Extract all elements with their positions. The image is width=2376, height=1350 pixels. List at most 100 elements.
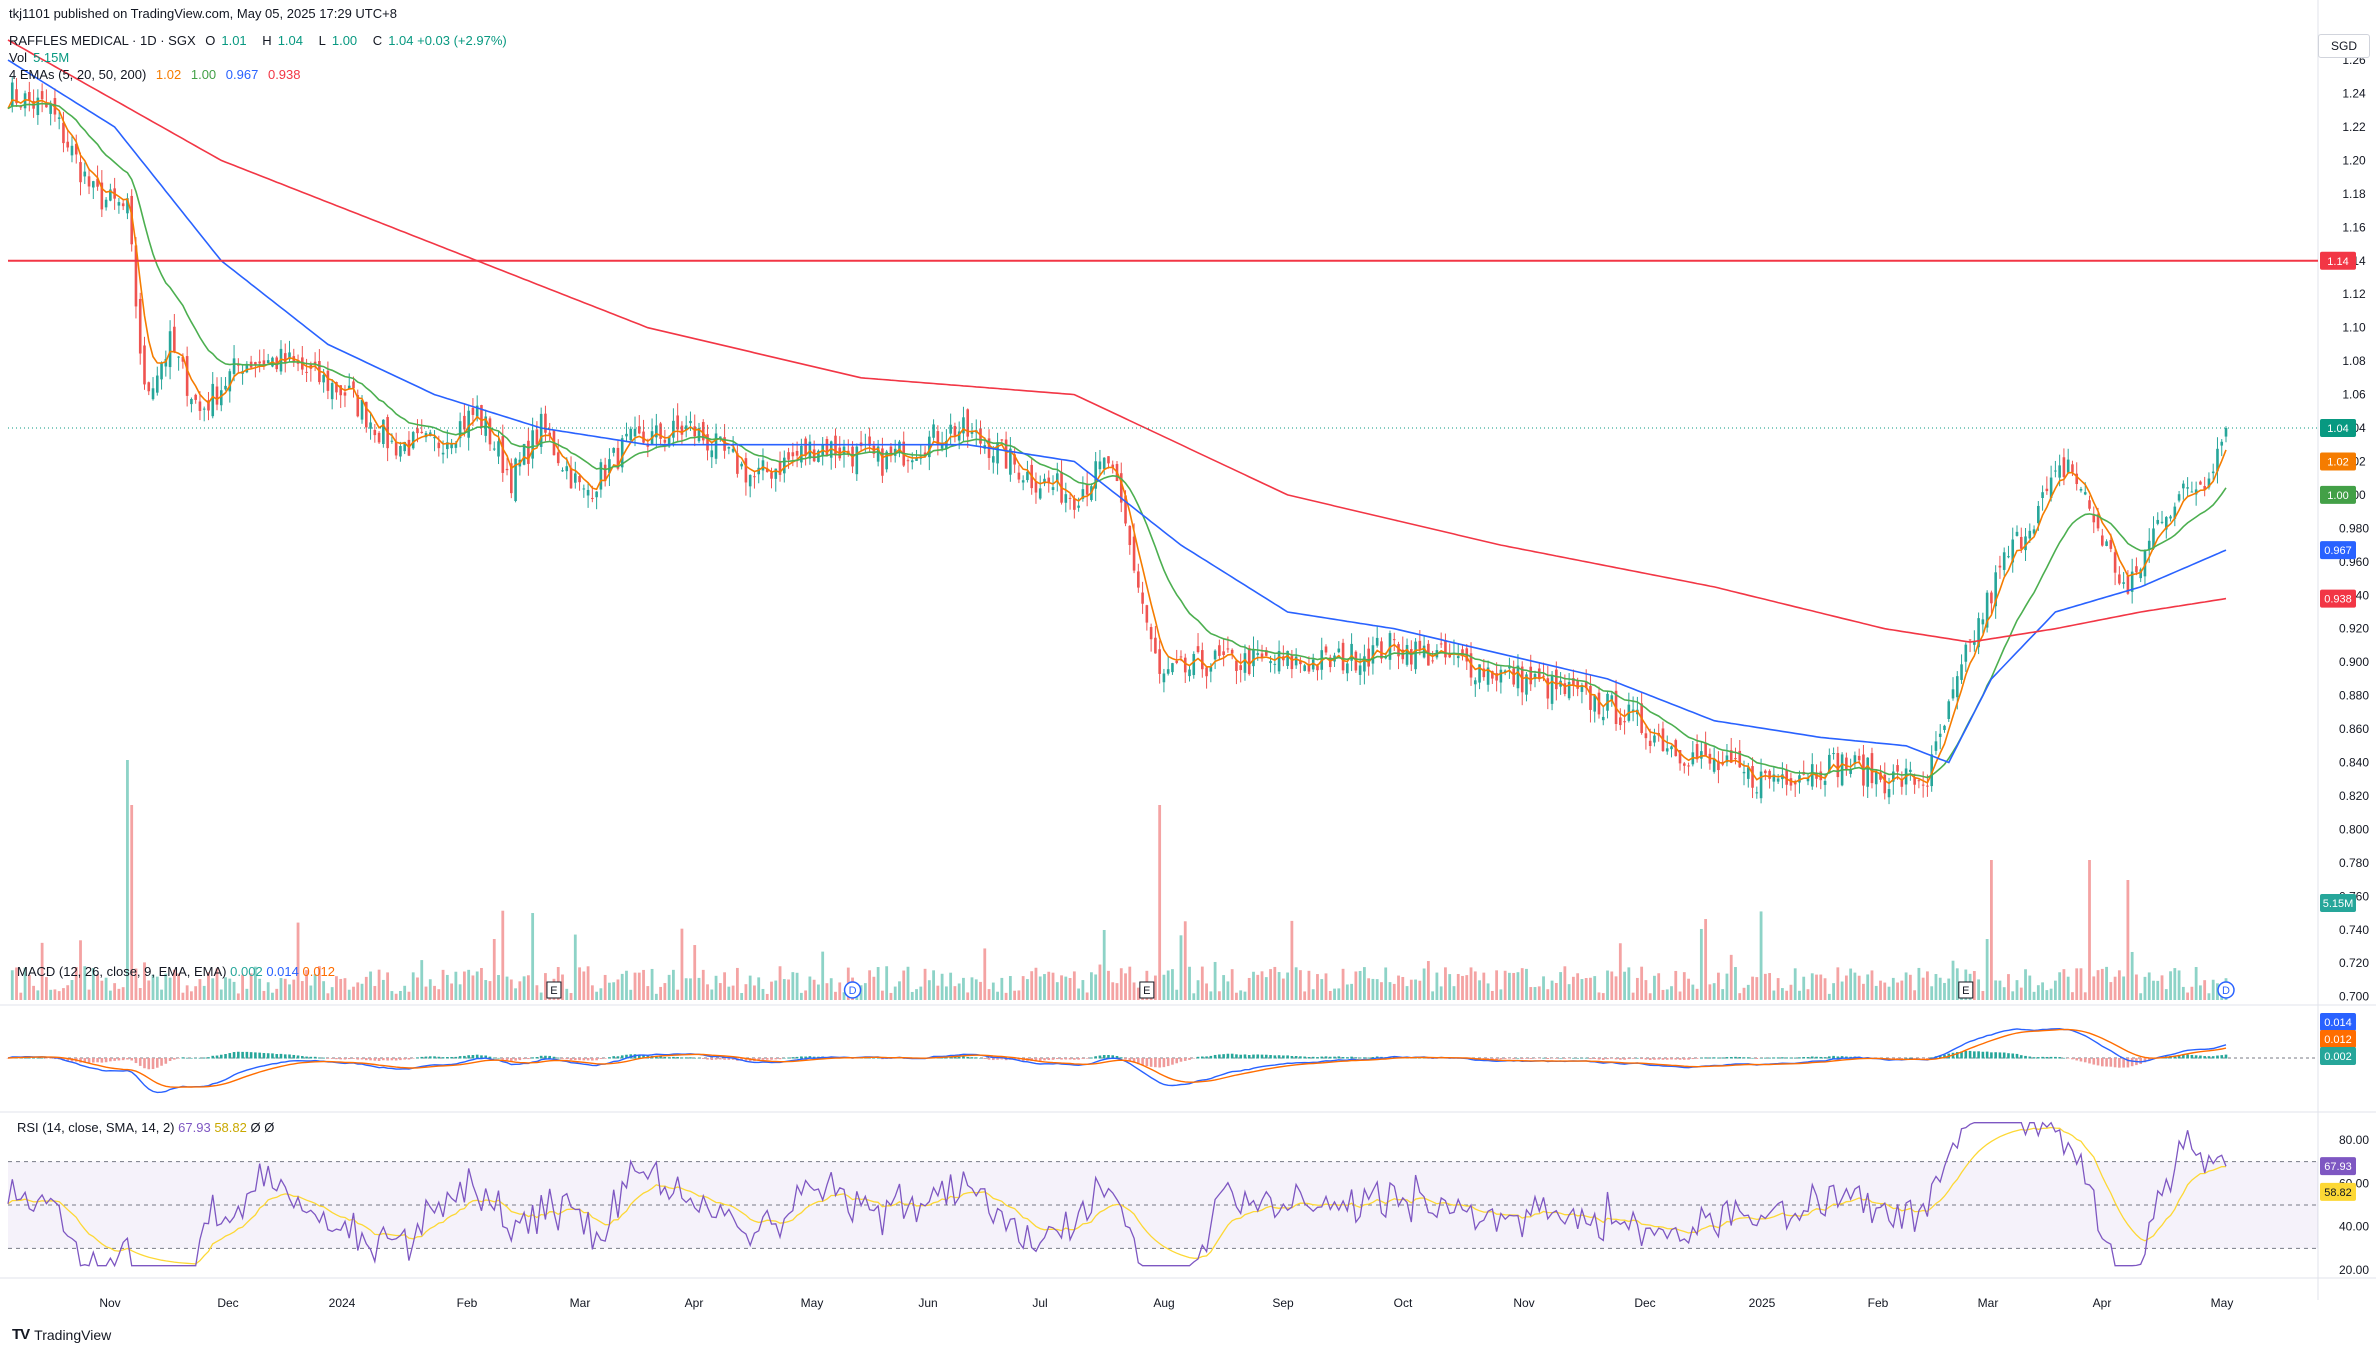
candle-body bbox=[591, 497, 594, 499]
candle-body bbox=[377, 432, 381, 443]
volume-bar bbox=[10, 970, 14, 1000]
volume-bar bbox=[1567, 984, 1571, 1000]
macd-histogram-bar bbox=[1550, 1058, 1554, 1059]
volume-bar bbox=[1738, 993, 1742, 1000]
macd-histogram-bar bbox=[40, 1057, 44, 1059]
volume-bar bbox=[2126, 880, 2130, 1000]
candle-body bbox=[812, 449, 816, 462]
macd-histogram-bar bbox=[237, 1051, 240, 1059]
volume-bar bbox=[1047, 971, 1051, 1000]
candle-body bbox=[215, 386, 219, 405]
volume-bar bbox=[573, 934, 577, 1000]
volume-bar bbox=[1115, 983, 1119, 1000]
volume-bar bbox=[1013, 990, 1017, 1000]
volume-bar bbox=[2015, 980, 2019, 1000]
candle-body bbox=[736, 453, 739, 474]
candle-body bbox=[586, 489, 590, 496]
candle-body bbox=[1772, 774, 1776, 782]
volume-bar bbox=[2079, 968, 2083, 1000]
volume-bar bbox=[1589, 977, 1592, 1000]
candle-body bbox=[458, 421, 462, 439]
macd-histogram-bar bbox=[1516, 1057, 1520, 1059]
candle-body bbox=[1934, 741, 1938, 751]
candle-body bbox=[1469, 653, 1473, 678]
candle-body bbox=[689, 420, 692, 424]
volume-bar bbox=[1401, 976, 1405, 1000]
candle-body bbox=[28, 91, 31, 101]
candle-body bbox=[710, 450, 714, 458]
candle-body bbox=[548, 432, 552, 436]
macd-histogram-bar bbox=[2019, 1055, 2023, 1059]
volume-value: 5.15M bbox=[33, 50, 70, 65]
candle-body bbox=[544, 413, 547, 433]
macd-histogram-bar bbox=[1798, 1057, 1801, 1059]
macd-histogram-bar bbox=[1981, 1051, 1985, 1059]
time-axis-label: May bbox=[2211, 1296, 2234, 1310]
macd-histogram-bar bbox=[2002, 1052, 2006, 1059]
earnings-marker-label: E bbox=[550, 985, 557, 997]
macd-histogram-bar bbox=[1260, 1054, 1264, 1059]
volume-bar bbox=[1657, 973, 1661, 1000]
volume-bar bbox=[70, 979, 74, 1000]
macd-histogram-bar bbox=[1589, 1058, 1592, 1060]
price-tick-label: 0.700 bbox=[2339, 990, 2369, 1004]
volume-bar bbox=[1175, 989, 1179, 1000]
candle-body bbox=[2177, 494, 2181, 501]
volume-bar bbox=[1584, 978, 1588, 1000]
volume-bar bbox=[795, 972, 799, 1000]
volume-bar bbox=[654, 993, 658, 1000]
volume-bar bbox=[2190, 986, 2194, 1000]
volume-bar bbox=[492, 938, 496, 1000]
volume-bar bbox=[1597, 992, 1601, 1000]
candle-body bbox=[190, 398, 193, 405]
macd-histogram-bar bbox=[1055, 1058, 1059, 1060]
macd-histogram-bar bbox=[2011, 1053, 2015, 1059]
volume-bar bbox=[1985, 939, 1989, 1000]
candle-body bbox=[364, 401, 368, 428]
volume-bar bbox=[1508, 972, 1511, 1000]
price-tick-label: 0.840 bbox=[2339, 756, 2369, 770]
volume-bar bbox=[2139, 993, 2143, 1000]
volume-bar bbox=[1269, 969, 1272, 1000]
volume-bar bbox=[309, 985, 313, 1000]
volume-bar bbox=[991, 982, 995, 1000]
candle-body bbox=[680, 425, 684, 435]
macd-histogram-bar bbox=[2066, 1058, 2070, 1059]
volume-bar bbox=[462, 971, 466, 1000]
macd-histogram-bar bbox=[1968, 1050, 1972, 1059]
candle-body bbox=[1943, 725, 1946, 731]
currency-button[interactable]: SGD bbox=[2318, 34, 2370, 58]
macd-histogram-bar bbox=[655, 1055, 658, 1059]
time-axis-label: Nov bbox=[99, 1296, 120, 1310]
macd-histogram-bar bbox=[2049, 1056, 2053, 1059]
candle-body bbox=[1738, 750, 1742, 768]
volume-bar bbox=[1827, 993, 1831, 1000]
macd-histogram-bar bbox=[770, 1058, 773, 1060]
candle-body bbox=[2113, 552, 2117, 573]
candle-body bbox=[1746, 767, 1750, 779]
volume-bar bbox=[718, 983, 722, 1000]
macd-badge bbox=[2320, 1030, 2356, 1048]
volume-bar bbox=[949, 972, 953, 1000]
volume-bar bbox=[108, 990, 112, 1000]
candle-body bbox=[471, 407, 475, 415]
volume-bar bbox=[1819, 974, 1823, 1000]
candle-body bbox=[633, 428, 637, 437]
candle-body bbox=[1405, 644, 1409, 665]
macd-histogram-bar bbox=[339, 1058, 342, 1060]
macd-histogram-bar bbox=[2032, 1057, 2036, 1059]
macd-histogram-bar bbox=[1930, 1057, 1933, 1059]
tradingview-branding[interactable]: TV TradingView bbox=[12, 1326, 111, 1343]
macd-badge-label: 0.012 bbox=[2324, 1034, 2352, 1046]
volume-bar bbox=[1299, 970, 1302, 1000]
candle-body bbox=[219, 390, 223, 406]
volume-bar bbox=[1990, 860, 1993, 1000]
volume-bar bbox=[637, 972, 641, 1000]
volume-bar bbox=[915, 989, 918, 1000]
candle-body bbox=[49, 104, 52, 114]
macd-histogram-bar bbox=[2058, 1057, 2061, 1059]
candle-body bbox=[2211, 471, 2215, 474]
candle-body bbox=[778, 461, 782, 475]
rsi-badge-label: 67.93 bbox=[2324, 1161, 2352, 1173]
